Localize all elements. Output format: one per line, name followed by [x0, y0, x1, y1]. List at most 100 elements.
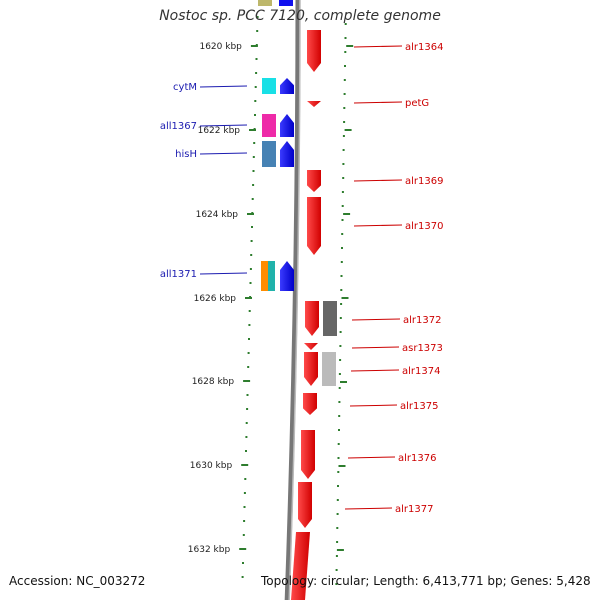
scale-tick: [241, 464, 249, 466]
gene-label-alr1377: alr1377: [395, 504, 433, 515]
tick-mark-left: [252, 170, 255, 172]
scale-label: 1628 kbp: [192, 377, 235, 387]
gene-arrow-alr1374: [304, 352, 318, 386]
scale-label: 1620 kbp: [199, 42, 242, 52]
tick-mark-left: [255, 72, 258, 74]
tick-mark-right: [335, 569, 338, 571]
tick-mark-right: [339, 331, 342, 333]
scale-tick: [249, 129, 256, 131]
scale-label: 1626 kbp: [194, 294, 237, 304]
tick-mark-left: [252, 184, 255, 186]
tick-mark-right: [340, 289, 343, 291]
tick-mark-right: [343, 107, 346, 109]
tick-mark-right: [339, 317, 342, 319]
tick-mark-left: [254, 86, 257, 88]
tick-mark-right: [338, 401, 341, 403]
tick-mark-right: [338, 429, 340, 431]
gene-arrow-petG: [307, 101, 321, 107]
gene-leader-alr1375: [349, 404, 398, 407]
cog-box-all1371: [261, 261, 268, 291]
tick-mark-left: [247, 352, 250, 354]
tick-mark-right: [341, 205, 344, 207]
scale-tick: [247, 213, 254, 215]
gene-arrow-alr1377: [298, 482, 312, 528]
scale-tick-right: [343, 213, 351, 215]
gene-arrow-alr1375: [303, 393, 317, 415]
tick-mark-right: [343, 121, 346, 123]
gene-arrow-alr1372: [305, 301, 319, 336]
tick-mark-right: [337, 471, 340, 473]
cog-box-alr1372: [323, 301, 337, 336]
cog-box-hisH: [262, 141, 276, 167]
map-title: Nostoc sp. PCC 7120, complete genome: [159, 8, 441, 24]
gene-label-alr1369: alr1369: [405, 176, 443, 187]
gene-arrow-all1367: [280, 114, 294, 137]
cog-box-all1371-2: [268, 261, 275, 291]
accession-label: Accession: NC_003272: [9, 574, 146, 588]
tick-mark-left: [255, 58, 258, 60]
tick-mark-left: [245, 450, 247, 452]
tick-mark-right: [344, 37, 347, 39]
gene-leader-alr1377: [344, 507, 393, 510]
partial-minus-gene: [279, 0, 293, 6]
gene-label-cytM: cytM: [173, 82, 197, 93]
genome-summary: Topology: circular; Length: 6,413,771 bp…: [261, 574, 591, 588]
tick-mark-left: [254, 114, 256, 116]
gene-label-alr1372: alr1372: [403, 315, 441, 326]
tick-mark-left: [256, 30, 259, 32]
tick-mark-left: [251, 226, 253, 228]
gene-label-alr1370: alr1370: [405, 221, 443, 232]
tick-mark-left: [251, 198, 254, 200]
tick-mark-left: [248, 324, 251, 326]
scale-tick-right: [338, 465, 346, 467]
gene-leader-alr1369: [353, 179, 403, 182]
scale-tick-right: [341, 297, 349, 299]
tick-mark-left: [248, 338, 250, 340]
tick-mark-right: [344, 65, 346, 67]
tick-mark-left: [253, 142, 256, 144]
genome-backbone: [284, 0, 301, 604]
tick-mark-left: [249, 268, 252, 270]
tick-mark-right: [336, 513, 339, 515]
gene-arrow-cytM: [280, 78, 294, 94]
gene-leader-alr1370: [353, 224, 403, 227]
gene-arrow-alr1370: [307, 197, 321, 255]
tick-mark-right: [338, 415, 341, 417]
scale-tick: [243, 380, 251, 382]
gene-label-alr1374: alr1374: [402, 366, 440, 377]
tick-mark-left: [252, 156, 255, 158]
tick-mark-left: [243, 506, 246, 508]
gene-label-all1371: all1371: [160, 269, 197, 280]
scale-tick: [250, 45, 258, 47]
tick-mark-right: [343, 79, 346, 81]
tick-mark-left: [245, 436, 248, 438]
gene-leader-hisH: [199, 152, 248, 155]
scale-tick: [245, 297, 252, 299]
tick-mark-right: [339, 359, 342, 361]
tick-mark-right: [337, 443, 340, 445]
tick-mark-right: [338, 373, 341, 375]
scale-tick: [239, 548, 247, 550]
tick-mark-right: [336, 541, 339, 543]
tick-mark-left: [246, 394, 249, 396]
gene-leader-cytM: [199, 85, 248, 88]
tick-mark-left: [246, 408, 249, 410]
tick-mark-left: [256, 16, 259, 18]
cog-box-all1367: [262, 114, 276, 137]
tick-mark-left: [245, 422, 248, 424]
gene-label-hisH: hisH: [175, 149, 197, 160]
tick-mark-right: [335, 555, 338, 557]
scale-label: 1622 kbp: [198, 126, 241, 136]
tick-mark-left: [254, 100, 257, 102]
tick-mark-left: [244, 478, 247, 480]
tick-mark-right: [336, 527, 339, 529]
tick-mark-right: [338, 387, 341, 389]
cog-box-cytM: [262, 78, 276, 94]
tick-mark-left: [243, 520, 246, 522]
scale-tick-right: [336, 549, 344, 551]
cog-box-alr1374: [322, 352, 336, 386]
tick-mark-right: [337, 485, 339, 487]
tick-mark-left: [248, 310, 251, 312]
